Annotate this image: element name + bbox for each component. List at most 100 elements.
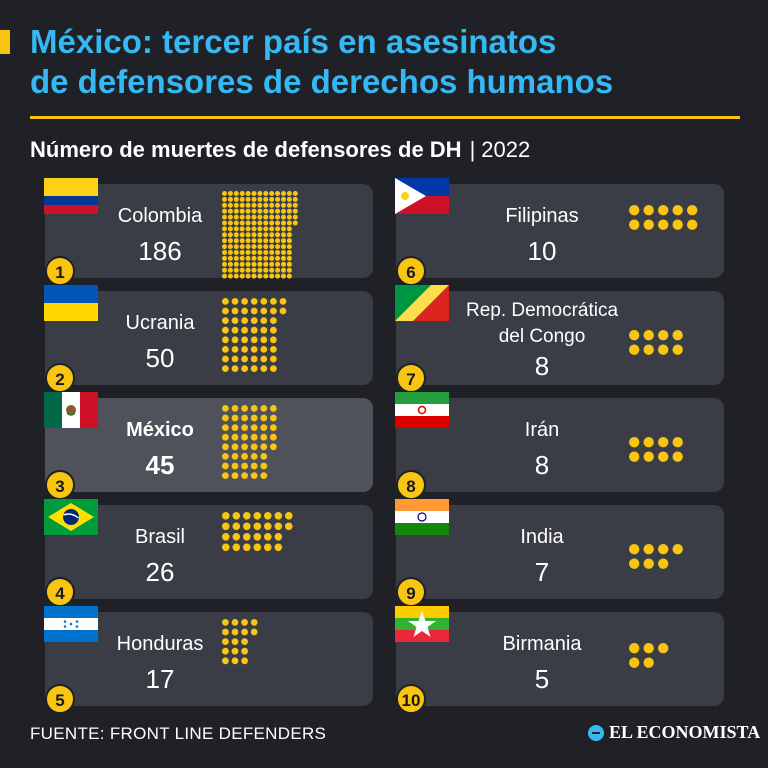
dot-ucrania-5	[222, 336, 229, 344]
dot-rep-democr-tica-del-congo-2	[629, 344, 640, 355]
dot-honduras-7	[231, 628, 239, 636]
dot-colombia-160	[281, 244, 286, 250]
dot-brasil-23	[274, 533, 283, 541]
dot-ucrania-28	[250, 326, 258, 334]
dot-colombia-149	[275, 267, 281, 273]
dot-brasil-17	[264, 512, 272, 520]
dot-brasil-25	[285, 512, 293, 520]
country-name: Ucrania	[125, 312, 195, 334]
dot-brasil-1	[222, 512, 230, 520]
dot-m-xico-42	[270, 414, 277, 422]
dot-colombia-27	[227, 255, 233, 261]
dot-colombia-115	[263, 244, 269, 250]
dot-colombia-131	[269, 250, 275, 255]
dot-rep-democr-tica-del-congo-5	[658, 330, 669, 341]
dot-m-xico-25	[250, 405, 258, 412]
dot-colombia-91	[257, 191, 263, 196]
dot-filipinas-1	[629, 205, 640, 216]
dot-colombia-172	[286, 226, 292, 232]
dot-colombia-82	[251, 226, 257, 232]
dot-colombia-140	[275, 214, 281, 220]
dot-colombia-103	[257, 261, 263, 267]
dot-ir-n-7	[672, 437, 683, 448]
pictogram-filipinas	[629, 205, 698, 230]
dot-colombia-176	[286, 250, 292, 255]
dot-honduras-2	[222, 628, 229, 636]
rank-badge: 8	[396, 470, 426, 500]
dot-colombia-126	[269, 220, 275, 226]
dot-brasil-15	[253, 533, 262, 541]
dot-colombia-122	[269, 196, 275, 202]
dot-honduras-15	[241, 657, 248, 665]
dot-rep-democr-tica-del-congo-7	[672, 330, 683, 341]
dot-colombia-112	[263, 226, 269, 232]
dot-colombia-41	[233, 250, 239, 255]
dot-colombia-134	[269, 267, 275, 273]
dot-ucrania-24	[241, 365, 248, 372]
dot-filipinas-7	[672, 205, 683, 216]
congo-flag-icon	[395, 285, 449, 321]
dot-colombia-100	[257, 244, 263, 250]
dot-birmania-4	[643, 657, 654, 668]
dot-colombia-170	[286, 214, 292, 220]
dot-colombia-68	[245, 232, 251, 238]
dot-colombia-157	[281, 226, 286, 232]
country-card-birmania: Birmania 5 10	[395, 606, 724, 714]
dot-colombia-22	[227, 226, 233, 232]
dot-colombia-57	[239, 255, 245, 261]
dot-colombia-167	[286, 196, 292, 202]
dot-colombia-173	[286, 232, 292, 238]
rank-badge: 3	[45, 470, 75, 500]
dot-ucrania-39	[260, 355, 268, 363]
dot-colombia-40	[233, 244, 239, 250]
dot-ucrania-13	[231, 336, 239, 344]
dot-colombia-141	[275, 220, 281, 226]
dot-brasil-5	[232, 512, 241, 520]
dot-ucrania-14	[231, 346, 239, 353]
dot-ucrania-33	[260, 298, 268, 305]
dot-m-xico-35	[260, 424, 268, 431]
country-card-ucrania: Ucrania 50 2	[44, 285, 373, 393]
country-name: Rep. Democrática del Congo	[452, 298, 632, 350]
dot-colombia-67	[245, 226, 251, 232]
country-value: 8	[534, 450, 550, 480]
dot-colombia-154	[281, 208, 286, 214]
dot-ir-n-3	[643, 437, 654, 448]
dot-m-xico-39	[260, 462, 268, 470]
dot-colombia-10	[222, 244, 227, 250]
dot-colombia-2	[222, 196, 227, 202]
dot-colombia-84	[251, 238, 257, 244]
dot-colombia-146	[275, 250, 281, 255]
dot-honduras-9	[231, 647, 239, 655]
rank-badge: 4	[45, 577, 75, 607]
pictogram-iran	[629, 437, 683, 462]
dot-m-xico-8	[222, 472, 229, 479]
dot-colombia-143	[275, 232, 281, 238]
dot-ucrania-23	[241, 355, 248, 363]
country-card-india: India 7 9	[395, 499, 724, 607]
dot-honduras-1	[222, 619, 229, 626]
dot-rep-democr-tica-del-congo-8	[672, 344, 683, 355]
dot-ucrania-31	[250, 355, 258, 363]
dot-colombia-12	[222, 255, 227, 261]
dot-ucrania-44	[270, 326, 277, 334]
dot-colombia-136	[275, 191, 281, 196]
dot-m-xico-43	[270, 424, 277, 431]
country-name-line-1: Rep. Democrática	[465, 300, 619, 321]
dot-colombia-98	[257, 232, 263, 238]
dot-m-xico-26	[250, 414, 258, 422]
dot-colombia-79	[251, 208, 257, 214]
dot-filipinas-8	[672, 219, 683, 230]
dot-brasil-21	[274, 512, 283, 520]
dot-ucrania-37	[260, 336, 268, 344]
pictogram-birmania	[629, 643, 669, 668]
dot-colombia-81	[251, 220, 257, 226]
dot-colombia-101	[257, 250, 263, 255]
country-card-brasil: Brasil 26 4	[44, 499, 373, 607]
dot-colombia-28	[227, 261, 233, 267]
dot-rep-democr-tica-del-congo-1	[629, 330, 640, 341]
dot-honduras-10	[231, 657, 239, 665]
dot-colombia-14	[222, 267, 227, 273]
dot-brasil-14	[253, 522, 262, 531]
rank-badge: 10	[396, 684, 426, 714]
